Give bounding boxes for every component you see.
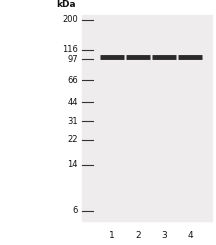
Text: 22: 22 [67,135,78,144]
Text: 6: 6 [72,206,78,215]
Text: 66: 66 [67,76,78,85]
Text: kDa: kDa [56,0,76,9]
Text: 97: 97 [67,55,78,64]
Text: 2: 2 [135,231,141,240]
Text: 31: 31 [67,117,78,126]
Bar [82,15,212,220]
Text: 4: 4 [187,231,193,240]
Text: 116: 116 [62,45,78,54]
Text: 3: 3 [161,231,167,240]
Text: 14: 14 [67,160,78,169]
Text: 200: 200 [62,15,78,24]
Text: 1: 1 [110,231,115,240]
Text: 44: 44 [67,98,78,107]
